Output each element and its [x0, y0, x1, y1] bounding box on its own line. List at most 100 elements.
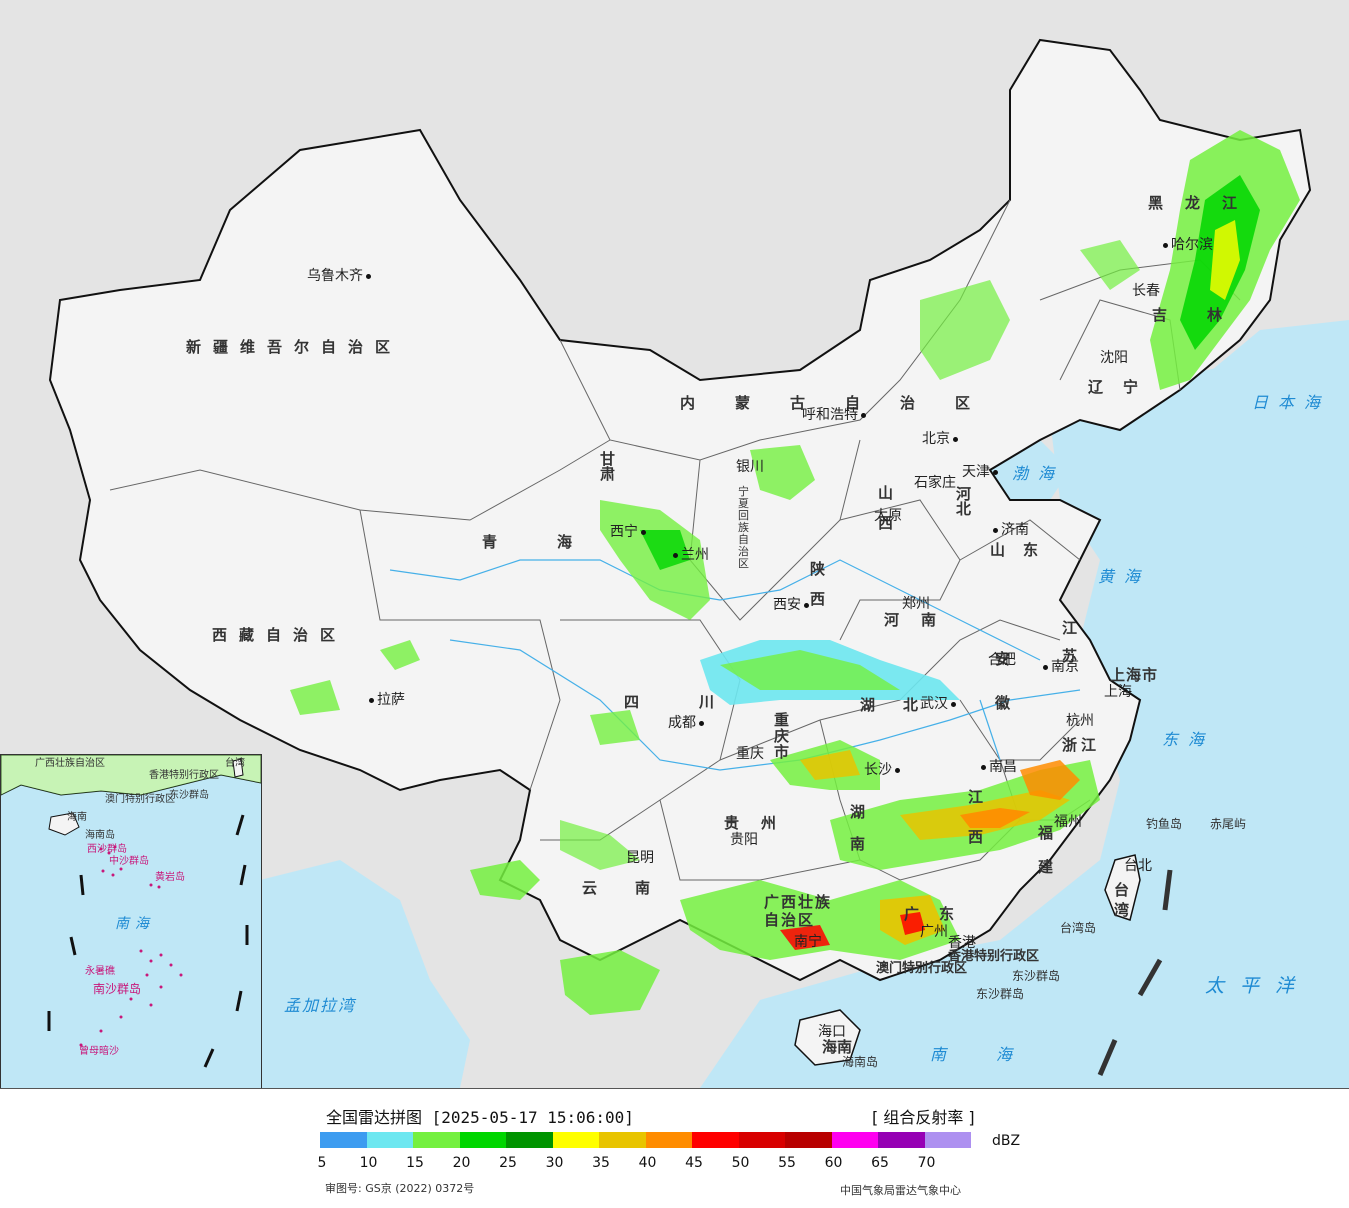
- city-label: 银川: [736, 459, 764, 475]
- province-label-gansu: 甘肃: [600, 450, 616, 483]
- sea-label: 南海: [930, 1045, 1063, 1064]
- province-label-jiangxi: 江西: [968, 788, 984, 846]
- province-label-heilongjiang: 黑龙江: [1148, 194, 1260, 212]
- legend-tick-label: 5: [317, 1155, 327, 1171]
- east-sea-area: [700, 340, 1349, 1088]
- legend-title: 全国雷达拼图 [2025-05-17 15:06:00]: [326, 1108, 634, 1127]
- city-label: 重庆: [736, 746, 764, 762]
- legend-swatch: [924, 1132, 971, 1148]
- legend-tick-label: 30: [545, 1155, 564, 1171]
- city-dot: [981, 764, 986, 770]
- province-label-sichuan: 四川: [624, 693, 775, 711]
- inset-label: 海南岛: [85, 830, 115, 841]
- city-label: 乌鲁木齐: [307, 269, 374, 283]
- sea-label: 东海: [1162, 730, 1215, 749]
- city-label: 南昌: [978, 760, 1017, 774]
- city-label: 杭州: [1066, 713, 1094, 729]
- bay-of-bengal: [260, 860, 470, 1088]
- taiwan-island: [1104, 854, 1141, 921]
- province-label-guizhou: 贵州: [724, 814, 799, 832]
- legend-product-label: [ 组合反射率 ]: [872, 1108, 975, 1127]
- island-label: 台湾岛: [1060, 921, 1097, 935]
- city-label: 武汉: [920, 697, 959, 711]
- legend-tick-label: 60: [824, 1155, 843, 1171]
- city-label: 台北: [1124, 858, 1152, 874]
- island-label: 海南岛: [842, 1055, 879, 1069]
- legend-swatch: [413, 1132, 460, 1148]
- city-dot: [673, 552, 678, 558]
- legend-tick-label: 10: [359, 1155, 378, 1171]
- legend-swatch: [738, 1132, 785, 1148]
- legend-swatch: [366, 1132, 413, 1148]
- city-label: 福州: [1054, 814, 1082, 830]
- city-label: 哈尔滨: [1160, 238, 1213, 252]
- legend-tick-label: 20: [452, 1155, 471, 1171]
- legend-swatch: [692, 1132, 739, 1148]
- province-label-shaanxi: 陕西: [810, 560, 826, 608]
- city-dot: [369, 697, 374, 703]
- inset-label: 南沙群岛: [93, 982, 142, 996]
- city-label: 长春: [1132, 283, 1160, 299]
- province-label-shanghai: 上海市: [1110, 666, 1159, 684]
- province-label-xinjiang: 新疆维吾尔自治区: [186, 338, 403, 356]
- inset-label: 海南: [67, 812, 87, 823]
- legend-tick-label: 55: [778, 1155, 796, 1171]
- province-label-zhejiang: 浙江: [1062, 736, 1101, 754]
- city-label: 拉萨: [366, 693, 405, 707]
- nine-dash-line: [1097, 869, 1173, 1076]
- city-label: 西宁: [610, 525, 649, 539]
- city-label: 呼和浩特: [802, 408, 869, 422]
- province-label-hunan: 湖南: [850, 803, 866, 853]
- legend-swatch: [599, 1132, 646, 1148]
- special-region-label: 香港特别行政区: [948, 949, 1040, 964]
- city-dot: [953, 436, 958, 442]
- legend-tick-label: 40: [638, 1155, 657, 1171]
- legend-swatch: [785, 1132, 832, 1148]
- legend-swatch: [645, 1132, 692, 1148]
- inset-label: 广西壮族自治区: [35, 758, 105, 769]
- legend-tick-label: 35: [592, 1155, 610, 1171]
- rivers: [389, 559, 1081, 771]
- city-label: 长沙: [864, 763, 903, 777]
- city-label: 南宁: [794, 934, 822, 950]
- japan-sea: [1200, 320, 1349, 560]
- inset-label: 东沙群岛: [169, 790, 209, 801]
- city-dot: [1043, 664, 1048, 670]
- city-label: 西安: [773, 598, 812, 612]
- province-label-shanxi: 山西: [878, 484, 894, 532]
- province-label-qinghai: 青海: [482, 533, 633, 551]
- legend-swatch: [552, 1132, 599, 1148]
- province-label-yunnan: 云南: [582, 879, 689, 897]
- city-dot: [699, 720, 704, 726]
- city-label: 太原: [874, 508, 902, 524]
- province-label-xizang: 西藏自治区: [212, 626, 348, 644]
- city-label: 南京: [1040, 660, 1079, 674]
- legend-tick-label: 70: [917, 1155, 936, 1171]
- sea-label: 黄海: [1098, 567, 1151, 586]
- sea-label: 日本海: [1252, 393, 1331, 412]
- inset-label: 中沙群岛: [109, 856, 149, 867]
- city-dot: [641, 529, 646, 535]
- city-dot: [1163, 242, 1168, 248]
- inset-canvas: [1, 755, 261, 1068]
- legend-swatch: [506, 1132, 553, 1148]
- province-label-jiangsu: 江苏: [1062, 619, 1078, 665]
- island-label: 赤尾屿: [1210, 817, 1247, 831]
- city-label: 济南: [990, 523, 1029, 537]
- island-label: 钓鱼岛: [1146, 817, 1183, 831]
- city-dot: [895, 767, 900, 773]
- inset-label: 台湾: [225, 758, 245, 769]
- city-dot: [951, 701, 956, 707]
- city-label: 沈阳: [1100, 350, 1128, 366]
- province-label-ningxia: 宁夏回族自治区: [738, 485, 749, 570]
- legend-swatch: [320, 1132, 367, 1148]
- province-label-neimenggu: 内蒙古自治区: [680, 394, 1011, 412]
- inset-label: 香港特别行政区: [149, 770, 219, 781]
- province-label-taiwan: 台湾: [1114, 881, 1130, 919]
- city-label: 石家庄: [914, 475, 956, 491]
- province-label-chongqing: 重庆市: [774, 711, 790, 761]
- inset-label: 黄岩岛: [155, 872, 185, 883]
- city-dot: [804, 602, 809, 608]
- city-label: 香港: [948, 935, 976, 951]
- sea-label: 渤海: [1012, 464, 1065, 483]
